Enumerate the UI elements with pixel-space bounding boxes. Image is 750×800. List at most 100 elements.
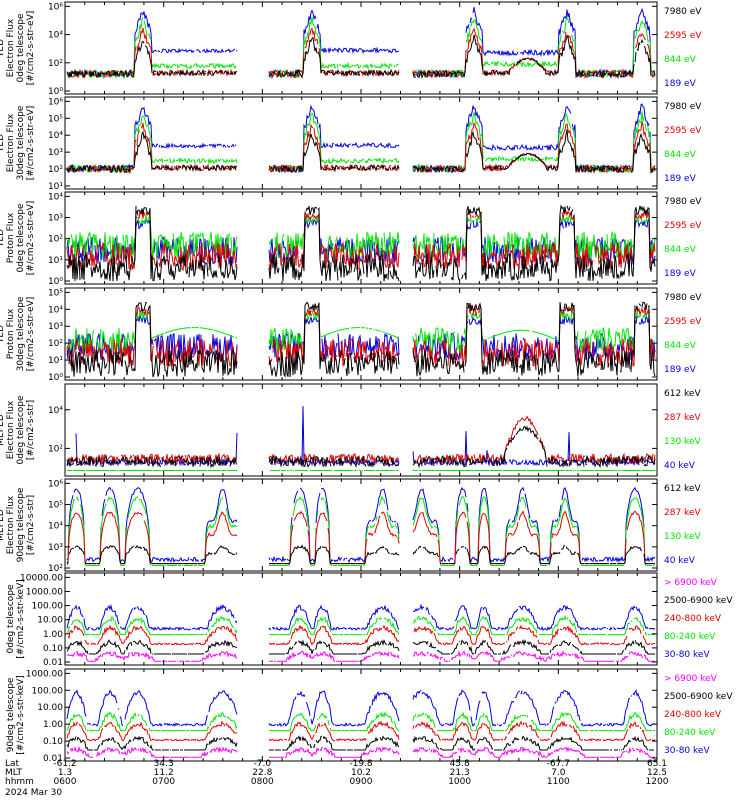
panel-2-ylabel: TED Electron Flux 30deg telescope [#/cm2-s-… — [0, 105, 36, 180]
legend-entry: 130 keV — [664, 437, 701, 447]
y-tick-label: 10⁵ — [48, 114, 63, 124]
legend-entry: 7980 eV — [664, 7, 702, 17]
series-black-trace — [66, 129, 656, 175]
y-axis-label-line: [#/cm2-s-str-eV] — [26, 106, 36, 181]
time-axis-value: 0800 — [251, 777, 274, 787]
legend-entry: 2595 eV — [664, 31, 702, 41]
y-tick-label: 10² — [48, 564, 63, 574]
y-tick-label: 10⁶ — [48, 97, 63, 107]
panel-4-traces — [66, 301, 656, 378]
y-axis-label-line: Electron Flux — [6, 400, 16, 459]
legend-entry: 30-80 keV — [664, 650, 710, 660]
y-axis-label-line: Proton Flux — [6, 212, 16, 263]
time-axis-row-label: Lat — [5, 759, 20, 769]
y-axis-label-line: Electron Flux — [6, 113, 16, 172]
time-axis-value: 34.3 — [154, 759, 174, 769]
y-axis-label-line: 90deg telescope — [6, 677, 16, 752]
y-axis-label-line: [#/cm2-s-str-eV] — [26, 201, 36, 276]
series-red-trace — [67, 415, 656, 465]
series-red-trace — [66, 510, 655, 565]
y-tick-label: 1000.00 — [26, 587, 63, 597]
time-axis-value: -67.7 — [547, 759, 570, 769]
series-green-trace — [66, 16, 656, 79]
y-axis-label-line: TED — [0, 325, 6, 344]
y-tick-label: 10² — [48, 59, 63, 69]
time-axis-value: -19.8 — [349, 759, 373, 769]
legend-entry: 40 keV — [664, 461, 696, 471]
series-blue-trace — [66, 486, 656, 564]
series-red-trace — [66, 720, 656, 742]
time-axis-value: 11.2 — [154, 768, 174, 778]
time-axis: Lat -61.2 34.3 -7.0 -19.8 45.8 -67.7 65.1 MLT 1.3… — [5, 759, 669, 798]
legend-entry: > 6900 keV — [664, 578, 718, 588]
panel-7-traces — [66, 603, 656, 662]
panel-6-ylabel: MEPED Electron Flux 90deg telescope [#/cm2-… — [0, 487, 36, 562]
legend-entry: 40 keV — [664, 556, 696, 566]
y-axis-label-line: 30deg telescope — [16, 105, 26, 180]
y-tick-label: 10¹ — [48, 256, 63, 266]
series-black-trace — [66, 301, 656, 378]
series-magenta-trace — [66, 650, 655, 662]
series-green-trace — [66, 111, 656, 175]
time-axis-value: 0700 — [152, 777, 175, 787]
legend-entry: 189 eV — [664, 174, 697, 184]
time-axis-value: 12.5 — [647, 768, 667, 778]
legend-entry: 189 eV — [664, 79, 697, 89]
legend-entry: > 6900 keV — [664, 674, 718, 684]
legend-entry: 287 keV — [664, 508, 701, 518]
legend-entry: 287 keV — [664, 413, 701, 423]
y-tick-label: 10² — [48, 235, 63, 245]
y-tick-label: 100.00 — [32, 602, 64, 612]
panel-8-ylabel: 90deg telescope [#/cm2-s-str-keV] — [6, 675, 26, 754]
series-blue-trace — [66, 603, 656, 632]
panel-4-ylabel: TED Proton Flux 30deg telescope [#/cm2-s-st… — [0, 296, 36, 371]
panel-1: 10⁰ 10² 10⁴ 10⁶ TED Electron Flux 0deg telesco… — [0, 1, 702, 97]
legend-entry: 130 keV — [664, 532, 701, 542]
y-axis-label-line: 90deg telescope — [16, 487, 26, 562]
y-tick-label: 10⁶ — [48, 479, 63, 489]
legend-entry: 2595 eV — [664, 126, 702, 136]
time-axis-value: 22.8 — [252, 768, 272, 778]
series-black-trace — [66, 34, 656, 80]
time-axis-row-label: hhmm — [5, 777, 34, 787]
legend-entry: 2595 eV — [664, 221, 702, 231]
y-axis-label-line: TED — [0, 134, 6, 153]
series-black-trace — [66, 425, 656, 469]
panel-8-traces — [66, 689, 656, 759]
legend-entry: 189 eV — [664, 365, 697, 375]
time-axis-value: 1200 — [646, 777, 669, 787]
y-tick-label: 10⁴ — [48, 31, 63, 41]
time-axis-value: 1100 — [547, 777, 570, 787]
y-tick-label: 10⁰ — [48, 373, 63, 383]
y-axis-label-line: [#/cm2-s-str] — [26, 495, 36, 555]
y-tick-label: 10⁶ — [48, 2, 63, 12]
legend-entry: 240-800 keV — [664, 614, 722, 624]
y-tick-label: 10.00 — [37, 703, 63, 713]
legend-entry: 2595 eV — [664, 317, 702, 327]
time-axis-value: 65.1 — [647, 759, 667, 769]
legend-entry: 612 keV — [664, 389, 701, 399]
series-magenta-trace — [66, 745, 655, 759]
legend-entry: 844 eV — [664, 150, 697, 160]
y-tick-label: 0.01 — [43, 658, 63, 668]
panel-6-traces — [66, 486, 656, 566]
series-black-trace — [66, 638, 655, 655]
series-black-trace — [66, 544, 655, 565]
y-axis-label-line: 0deg telescope — [6, 584, 16, 654]
y-tick-label: 10³ — [48, 543, 63, 553]
panel-6: 10² 10³ 10⁴ 10⁵ 10⁶ MEPED Electron Flux 90deg t… — [0, 478, 701, 574]
legend-entry: 80-240 keV — [664, 728, 716, 738]
legend-entry: 7980 eV — [664, 102, 702, 112]
y-tick-label: 1.00 — [43, 720, 63, 730]
y-axis-label-line: MEPED — [0, 414, 6, 446]
series-blue-trace — [66, 689, 656, 727]
legend-entry: 844 eV — [664, 55, 697, 65]
y-axis-label-line: [#/cm2-s-str] — [26, 400, 36, 460]
y-tick-label: 10⁴ — [48, 305, 63, 315]
time-axis-value: 7.0 — [551, 768, 566, 778]
y-axis-label-line: Electron Flux — [6, 18, 16, 77]
y-tick-label: 10⁴ — [48, 131, 63, 141]
panel-1-ylabel: TED Electron Flux 0deg telescope [#/cm2-s-s… — [0, 11, 36, 86]
series-green-trace — [66, 711, 655, 732]
